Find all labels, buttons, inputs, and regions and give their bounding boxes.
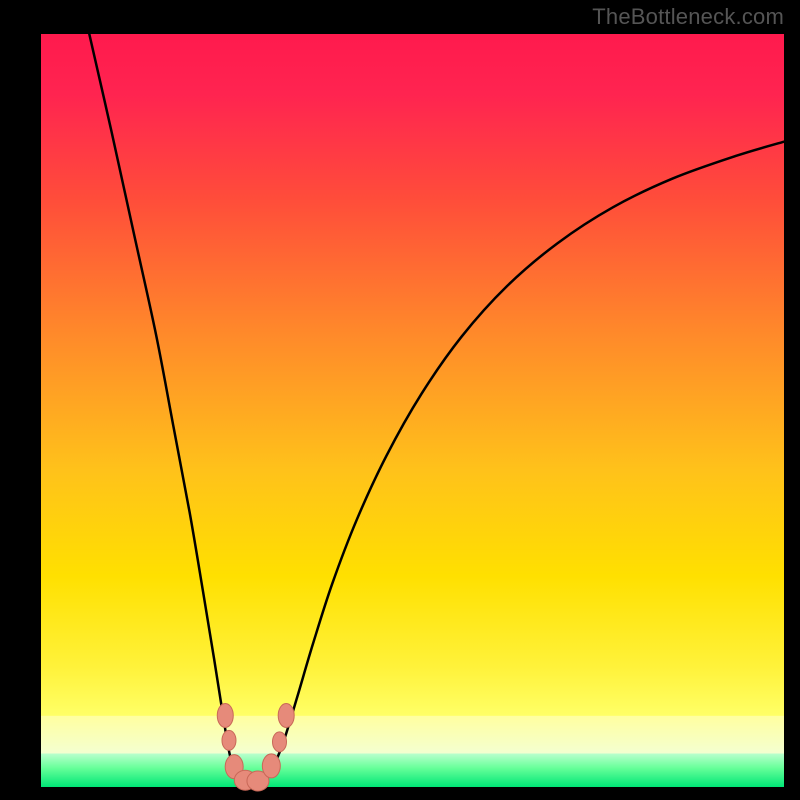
chart-frame: TheBottleneck.com: [0, 0, 800, 800]
bottleneck-chart: [0, 0, 800, 800]
watermark-text: TheBottleneck.com: [592, 4, 784, 30]
curve-marker: [273, 732, 287, 752]
curve-marker: [278, 703, 294, 727]
curve-marker: [222, 730, 236, 750]
curve-marker: [217, 703, 233, 727]
curve-marker: [262, 754, 280, 778]
